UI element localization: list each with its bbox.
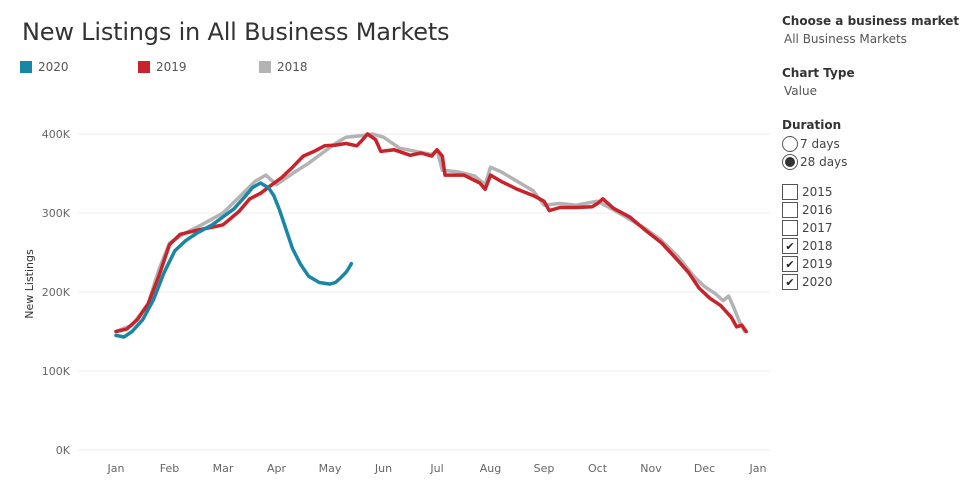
duration-option-label: 7 days [800, 137, 840, 151]
year-option-label: 2017 [802, 221, 833, 235]
legend-swatch-2019 [138, 61, 150, 73]
chart-type-value[interactable]: Value [784, 84, 817, 98]
market-filter: Choose a business market All Business Ma… [782, 14, 972, 46]
line-chart: 0K 100K 200K 300K 400K Jan Feb Mar Apr May Jun Jul A… [23, 128, 770, 475]
y-tick-label: 100K [42, 365, 71, 378]
x-tick-label: Jan [107, 462, 125, 475]
checkbox[interactable] [782, 220, 798, 236]
duration-option-label: 28 days [800, 155, 848, 169]
market-filter-value[interactable]: All Business Markets [784, 32, 907, 46]
x-tick-label: Aug [480, 462, 501, 475]
series-line-2019 [114, 132, 748, 334]
year-option-2017[interactable]: 2017 [782, 219, 972, 237]
x-tick-label: Nov [640, 462, 662, 475]
x-tick-label: Jan [749, 462, 767, 475]
y-tick-label: 200K [42, 286, 71, 299]
legend-label-2020: 2020 [38, 60, 69, 74]
radio-button[interactable] [782, 136, 798, 152]
checkbox[interactable]: ✔ [782, 238, 798, 254]
market-filter-label: Choose a business market [782, 14, 960, 28]
x-tick-label: Oct [588, 462, 608, 475]
year-option-2016[interactable]: 2016 [782, 201, 972, 219]
radio-dot-icon [785, 157, 795, 167]
chart-legend: 2020 2019 2018 [20, 60, 440, 78]
radio-button[interactable] [782, 154, 798, 170]
year-option-label: 2015 [802, 185, 833, 199]
chart-type-label: Chart Type [782, 66, 855, 80]
checkbox[interactable]: ✔ [782, 256, 798, 272]
duration-option-7-days[interactable]: 7 days [782, 135, 972, 153]
x-tick-label: Feb [160, 462, 179, 475]
year-option-2015[interactable]: 2015 [782, 183, 972, 201]
legend-item-2019[interactable]: 2019 [138, 60, 187, 74]
duration-option-28-days[interactable]: 28 days [782, 153, 972, 171]
year-option-2018[interactable]: ✔ 2018 [782, 237, 972, 255]
year-option-2019[interactable]: ✔ 2019 [782, 255, 972, 273]
y-tick-label: 0K [56, 444, 71, 457]
legend-label-2019: 2019 [156, 60, 187, 74]
checkbox[interactable]: ✔ [782, 274, 798, 290]
series-line-2020 [114, 181, 354, 339]
legend-item-2020[interactable]: 2020 [20, 60, 69, 74]
y-tick-label: 400K [42, 128, 71, 141]
chart-type-filter: Chart Type Value [782, 66, 972, 98]
x-tick-label: Sep [534, 462, 555, 475]
year-option-2020[interactable]: ✔ 2020 [782, 273, 972, 291]
legend-label-2018: 2018 [277, 60, 308, 74]
legend-swatch-2020 [20, 61, 32, 73]
y-tick-label: 300K [42, 207, 71, 220]
year-option-label: 2019 [802, 257, 833, 271]
duration-filter: Duration 7 days 28 days [782, 118, 972, 171]
checkbox[interactable] [782, 202, 798, 218]
year-option-label: 2016 [802, 203, 833, 217]
checkbox[interactable] [782, 184, 798, 200]
filter-panel: Choose a business market All Business Ma… [782, 14, 972, 291]
x-tick-label: Jul [429, 462, 443, 475]
x-tick-label: Apr [267, 462, 287, 475]
chart-title: New Listings in All Business Markets [22, 18, 450, 46]
x-tick-label: Mar [213, 462, 234, 475]
series-line-2018 [114, 132, 747, 334]
year-option-label: 2020 [802, 275, 833, 289]
duration-label: Duration [782, 118, 842, 132]
legend-item-2018[interactable]: 2018 [259, 60, 308, 74]
y-axis-title: New Listings [23, 249, 36, 319]
x-tick-label: May [319, 462, 342, 475]
legend-swatch-2018 [259, 61, 271, 73]
x-tick-label: Jun [374, 462, 392, 475]
year-option-label: 2018 [802, 239, 833, 253]
year-filter: 2015 2016 2017 ✔ 2018 ✔ 2019 ✔ 2020 [782, 183, 972, 291]
x-tick-label: Dec [694, 462, 715, 475]
